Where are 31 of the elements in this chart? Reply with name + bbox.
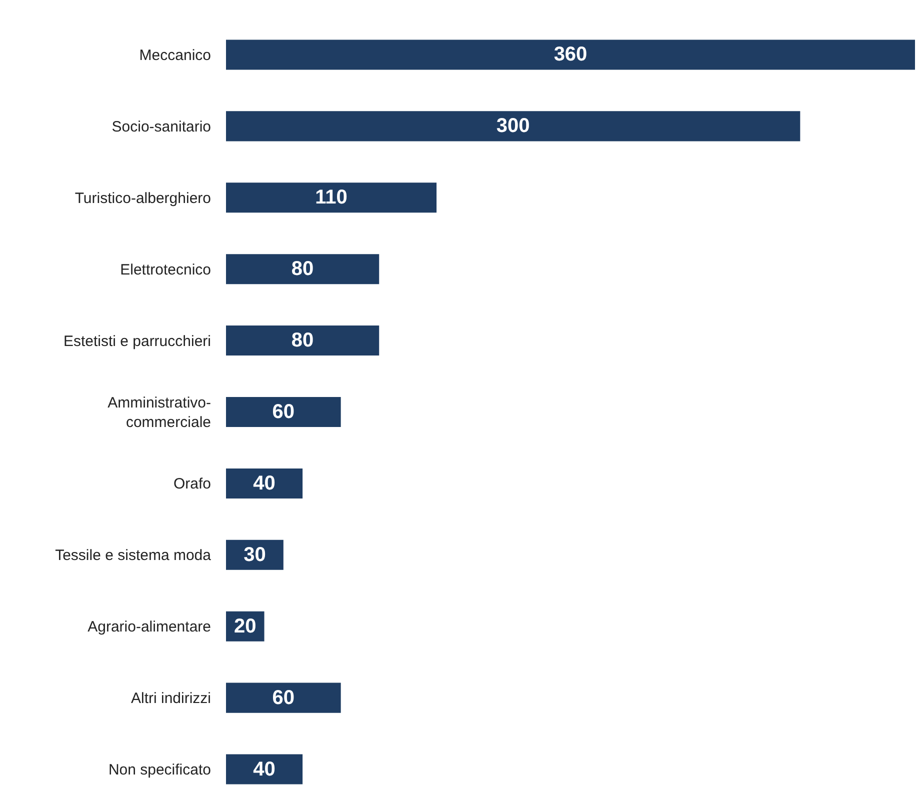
data-label: 110 <box>315 186 348 209</box>
bar <box>226 254 380 284</box>
data-label: 20 <box>234 615 256 638</box>
y-tick-label: Socio-sanitario <box>112 118 211 136</box>
y-tick-label: Meccanico <box>139 46 211 64</box>
y-tick-label: Non specificato <box>108 762 211 779</box>
data-label: 360 <box>554 44 588 66</box>
bar <box>226 468 303 498</box>
data-label: 300 <box>496 115 530 138</box>
y-tick-label: Tessile e sistema moda <box>55 547 212 564</box>
bar <box>226 111 800 142</box>
y-tick-label: Agrario-alimentare <box>88 618 211 636</box>
y-tick-label: Elettrotecnico <box>120 261 211 278</box>
y-tick-label: Altri indirizzi <box>130 690 211 708</box>
bar <box>226 326 380 356</box>
data-label: 30 <box>244 544 266 566</box>
bar <box>226 40 915 70</box>
y-tick-label: Estetisti e parrucchieri <box>63 332 211 350</box>
data-label: 40 <box>253 472 276 494</box>
data-label: 40 <box>253 758 276 780</box>
data-label: 80 <box>291 258 314 280</box>
bar <box>226 754 303 784</box>
bar <box>226 396 341 428</box>
y-tick-label: Orafo <box>173 476 211 493</box>
data-label: 60 <box>272 686 295 709</box>
y-tick-label: Amministrativo- commerciale <box>108 394 211 431</box>
data-label: 60 <box>272 401 295 423</box>
y-tick-label: Turistico-alberghiero <box>74 190 211 207</box>
data-label: 80 <box>291 330 314 352</box>
bar <box>226 682 341 713</box>
bar <box>226 182 437 213</box>
